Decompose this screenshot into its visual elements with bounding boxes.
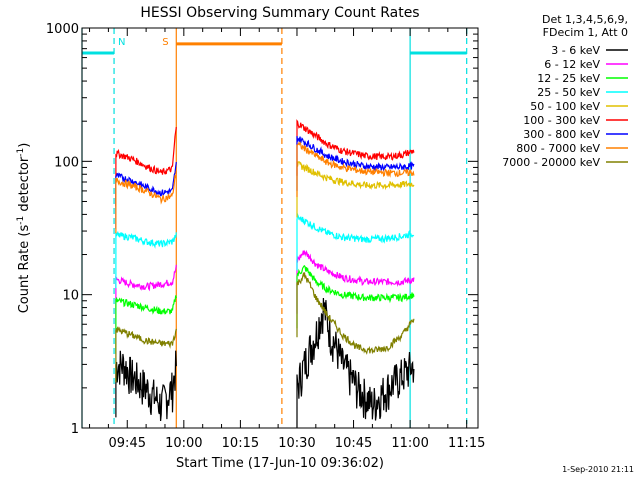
legend-item-label: 300 - 800 keV [523,128,600,141]
y-axis-ticks: 1 10 100 1000 [46,22,478,437]
series-line [296,264,415,329]
legend-header-line: FDecim 1, Att 0 [543,26,628,39]
y-tick-label: 100 [54,155,79,170]
x-axis-label: Start Time (17-Jun-10 09:36:02) [176,456,384,471]
legend-item-label: 100 - 300 keV [523,114,600,127]
y-axis-label-part: detector [17,156,32,216]
x-tick-label: 10:00 [165,436,202,451]
y-tick-label: 1000 [46,22,79,37]
series-line [296,297,415,428]
series-line [296,119,415,176]
series-line [296,141,415,197]
series-line [296,212,415,271]
series-line [115,127,177,207]
series-line [296,249,415,314]
y-axis-label: Count Rate (s-1 detector-1) [16,143,32,314]
flag-label: S [162,37,168,48]
legend-item-label: 25 - 50 keV [537,86,600,99]
plot-frame [81,27,479,429]
series-line [115,162,177,229]
y-axis-label-part: Count Rate (s [17,225,32,314]
x-tick-label: 11:15 [448,436,485,451]
series-line [115,264,177,333]
x-axis-ticks: 09:45 10:00 10:15 10:30 10:45 11:00 11:15 [89,28,485,451]
legend-item-label: 3 - 6 keV [551,44,600,57]
series-line [115,170,177,234]
legend-item-label: 7000 - 20000 keV [502,156,600,169]
legend: Det 1,3,4,5,6,9, FDecim 1, Att 0 3 - 6 k… [502,13,628,169]
y-tick-label: 10 [62,289,79,304]
series-line [296,161,415,218]
y-axis-label-part: ) [17,143,32,148]
legend-header-line: Det 1,3,4,5,6,9, [542,13,628,26]
x-tick-label: 10:30 [278,436,315,451]
y-axis-label-sup: -1 [16,148,26,157]
x-tick-label: 11:00 [391,436,428,451]
y-tick-label: 1 [71,422,79,437]
series-line [115,326,177,383]
legend-item-label: 6 - 12 keV [544,58,600,71]
series-line [115,295,177,354]
series-line [115,350,177,422]
legend-item-label: 12 - 25 keV [537,72,600,85]
series-line [296,271,415,355]
flag-label: N [118,37,125,48]
series-line [296,136,415,191]
series-lines [115,119,415,428]
y-axis-label-sup: -1 [16,216,26,225]
series-line [115,230,177,289]
legend-item-label: 50 - 100 keV [530,100,600,113]
legend-item-label: 800 - 7000 keV [516,142,600,155]
x-tick-label: 10:15 [222,436,259,451]
chart-title: HESSI Observing Summary Count Rates [140,5,419,21]
x-tick-label: 10:45 [335,436,372,451]
footer-timestamp: 1-Sep-2010 21:11 [562,465,634,474]
x-tick-label: 09:45 [109,436,146,451]
